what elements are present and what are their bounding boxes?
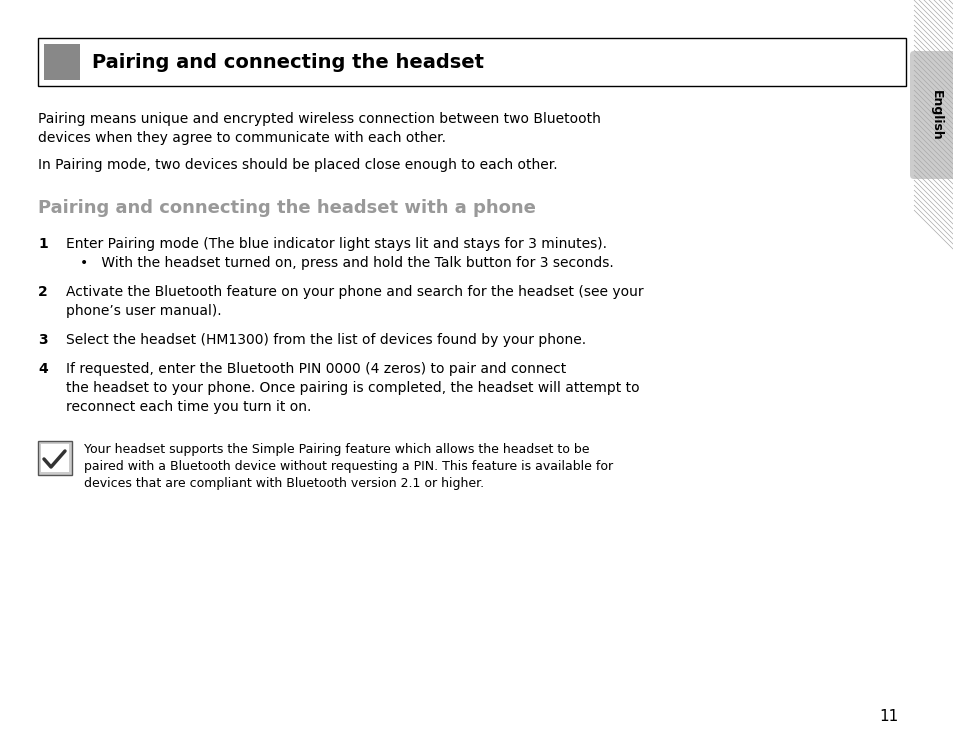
Bar xyxy=(913,0,953,742)
Text: 2: 2 xyxy=(38,285,48,299)
Text: paired with a Bluetooth device without requesting a PIN. This feature is availab: paired with a Bluetooth device without r… xyxy=(84,460,613,473)
Bar xyxy=(913,55,953,175)
FancyBboxPatch shape xyxy=(909,51,953,179)
Text: 4: 4 xyxy=(38,362,48,376)
Text: In Pairing mode, two devices should be placed close enough to each other.: In Pairing mode, two devices should be p… xyxy=(38,158,558,172)
Text: Your headset supports the Simple Pairing feature which allows the headset to be: Your headset supports the Simple Pairing… xyxy=(84,443,589,456)
Text: English: English xyxy=(928,90,942,140)
Text: phone’s user manual).: phone’s user manual). xyxy=(66,304,221,318)
Text: devices when they agree to communicate with each other.: devices when they agree to communicate w… xyxy=(38,131,446,145)
Text: reconnect each time you turn it on.: reconnect each time you turn it on. xyxy=(66,400,311,414)
Text: Select the headset (HM1300) from the list of devices found by your phone.: Select the headset (HM1300) from the lis… xyxy=(66,333,585,347)
Text: the headset to your phone. Once pairing is completed, the headset will attempt t: the headset to your phone. Once pairing … xyxy=(66,381,639,395)
Text: devices that are compliant with Bluetooth version 2.1 or higher.: devices that are compliant with Bluetoot… xyxy=(84,477,483,490)
Text: Pairing and connecting the headset with a phone: Pairing and connecting the headset with … xyxy=(38,199,536,217)
Text: Pairing means unique and encrypted wireless connection between two Bluetooth: Pairing means unique and encrypted wirel… xyxy=(38,112,600,126)
Text: 1: 1 xyxy=(38,237,48,251)
Bar xyxy=(41,444,69,472)
Text: 3: 3 xyxy=(38,333,48,347)
Bar xyxy=(38,38,905,86)
Text: Enter Pairing mode (The blue indicator light stays lit and stays for 3 minutes).: Enter Pairing mode (The blue indicator l… xyxy=(66,237,606,251)
Bar xyxy=(44,44,80,80)
Bar xyxy=(38,441,71,475)
Text: •   With the headset turned on, press and hold the Talk button for 3 seconds.: • With the headset turned on, press and … xyxy=(80,256,613,270)
Text: Pairing and connecting the headset: Pairing and connecting the headset xyxy=(91,53,483,71)
Text: Activate the Bluetooth feature on your phone and search for the headset (see you: Activate the Bluetooth feature on your p… xyxy=(66,285,643,299)
Text: If requested, enter the Bluetooth PIN 0000 (4 zeros) to pair and connect: If requested, enter the Bluetooth PIN 00… xyxy=(66,362,566,376)
Text: 11: 11 xyxy=(879,709,898,724)
